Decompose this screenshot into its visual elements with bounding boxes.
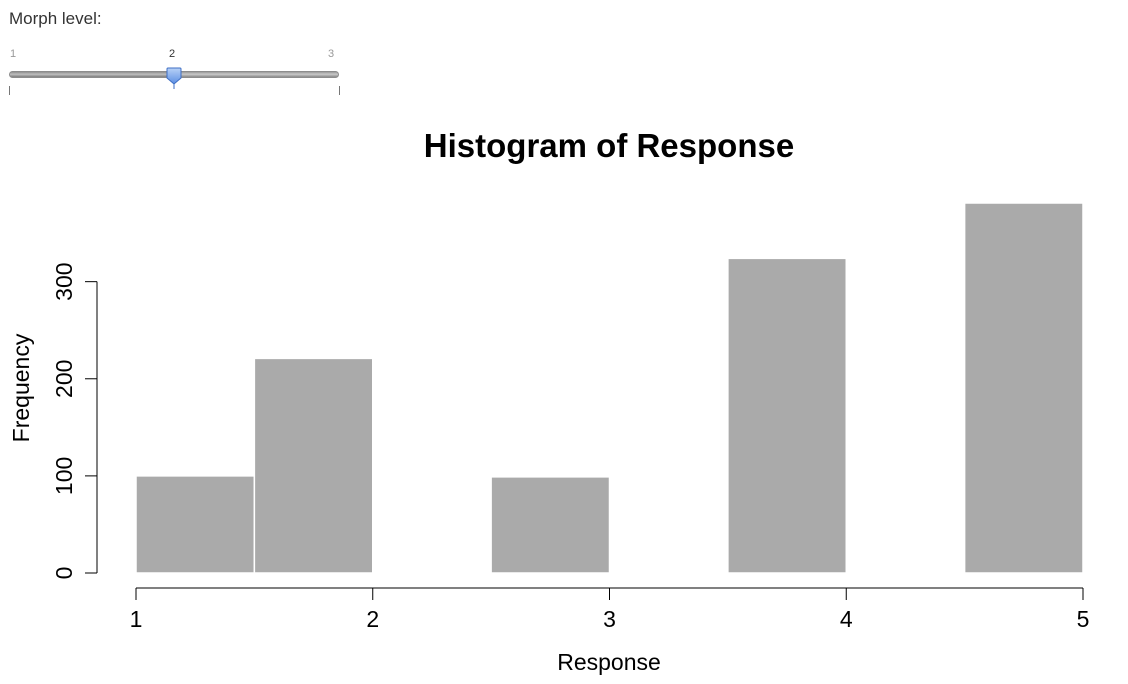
x-axis: 1 2 3 4 5 [130,587,1090,632]
y-tick-label: 100 [51,457,77,495]
slider-tick-label: 2 [168,48,176,60]
x-tick-label: 1 [130,606,143,632]
slider-handle-icon [166,67,182,89]
y-axis-label: Frequency [8,333,34,442]
y-axis: 0 100 200 300 [51,262,98,580]
slider-handle[interactable] [166,67,182,89]
y-tick-label: 200 [51,360,77,398]
y-tick-label: 300 [51,262,77,300]
x-tick-label: 5 [1077,606,1090,632]
slider-tick-marks [0,86,360,98]
histogram-bar [963,202,1084,574]
chart-title: Histogram of Response [424,127,794,164]
histogram-bar [490,476,611,574]
y-tick-label: 0 [51,567,77,580]
slider-tick-label: 3 [327,48,335,60]
histogram-bar [727,257,847,574]
morph-level-slider[interactable]: Morph level: 1 2 3 [0,0,360,100]
slider-label: Morph level: [9,9,102,28]
histogram-bar [253,357,374,574]
slider-track-fill [10,72,175,77]
slider-tick-label: 1 [9,48,17,60]
x-axis-label: Response [557,649,661,675]
slider-tick-mark [339,86,340,95]
x-tick-label: 3 [603,606,616,632]
slider-tick-mark [9,86,10,95]
bars-group [135,202,1084,574]
x-tick-label: 2 [366,606,379,632]
histogram-bar [135,475,256,574]
x-tick-label: 4 [840,606,853,632]
